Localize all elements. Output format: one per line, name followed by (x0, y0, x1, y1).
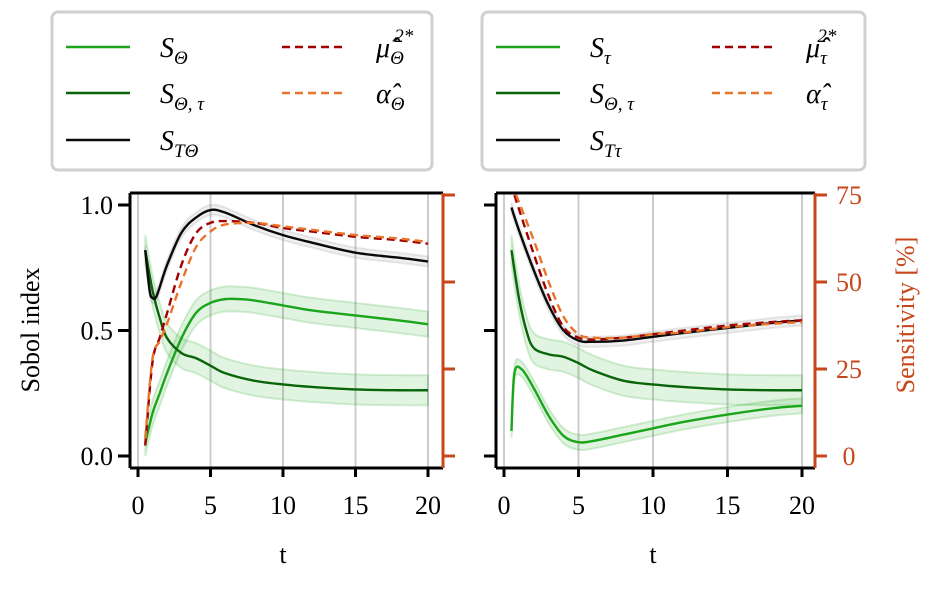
x-tick-label: 20 (415, 491, 441, 520)
y-axis-label: Sobol index (16, 268, 45, 393)
confidence-band (144, 285, 429, 457)
y-tick-label: 0.5 (81, 317, 114, 346)
series-line (510, 365, 803, 444)
legend-label: SΘ, τ (590, 79, 635, 115)
legend-label: Sτ (590, 33, 612, 69)
legend-label-subscript: Θ (174, 48, 188, 69)
legend-label-base: S (160, 79, 174, 110)
legend-label-superscript: 2* (817, 26, 837, 47)
legend-label-subscript: Θ, τ (174, 94, 205, 115)
legend-label-subscript: Θ, τ (604, 94, 635, 115)
x-axis-label: t (649, 540, 657, 569)
series-line (144, 297, 429, 444)
series-line (513, 194, 803, 341)
legend-label-subscript: Θ (390, 48, 404, 69)
confidence-band (144, 234, 429, 407)
x-tick-label: 10 (640, 491, 666, 520)
series-line (144, 249, 429, 392)
confidence-band (510, 358, 803, 452)
series-line (510, 249, 803, 392)
legend-label-subscript: τ (820, 48, 828, 69)
series-line (514, 194, 803, 340)
legend-label: SΘ (160, 33, 188, 69)
legend-label: STτ (590, 126, 623, 162)
legend-label-subscript: TΘ (174, 141, 199, 162)
confidence-band (510, 202, 803, 348)
legend-label: μ̂τ2* (805, 26, 837, 69)
y-tick-label: 1.0 (81, 191, 114, 220)
confidence-band (144, 203, 429, 305)
legend-label-base: S (590, 126, 604, 157)
plot-area (144, 203, 429, 457)
y2-tick-label: 0 (843, 442, 856, 471)
x-tick-label: 15 (715, 491, 741, 520)
series-line (144, 219, 429, 446)
legend-label-subscript: τ (821, 94, 829, 115)
legend-label-subscript: τ (604, 48, 612, 69)
x-tick-label: 0 (498, 491, 511, 520)
x-tick-label: 15 (343, 491, 369, 520)
series-line (144, 221, 429, 439)
legend-label-base: S (590, 79, 604, 110)
x-axis-label: t (279, 540, 287, 569)
legend-label-base: S (160, 126, 174, 157)
legend-label-base: S (160, 33, 174, 64)
y2-tick-label: 75 (836, 181, 862, 210)
legend-label: STΘ (160, 126, 199, 162)
x-tick-label: 0 (132, 491, 145, 520)
series-line (144, 208, 429, 301)
y-tick-label: 0.0 (81, 442, 114, 471)
legend-label-subscript: Tτ (604, 141, 623, 162)
legend-label: μ̂Θ2* (375, 26, 414, 69)
x-tick-label: 5 (572, 491, 585, 520)
y2-axis-label: Sensitivity [%] (891, 237, 920, 394)
y2-tick-label: 25 (836, 355, 862, 384)
legend-label: SΘ, τ (160, 79, 205, 115)
x-tick-label: 10 (270, 491, 296, 520)
y2-tick-label: 50 (836, 268, 862, 297)
legend-frame (480, 10, 867, 172)
confidence-band (510, 234, 803, 407)
x-tick-label: 20 (789, 491, 815, 520)
legend-label-base: S (590, 33, 604, 64)
x-tick-label: 5 (204, 491, 217, 520)
plot-area (510, 194, 803, 452)
legend-label-subscript: Θ (391, 94, 405, 115)
legend-label-superscript: 2* (394, 26, 414, 47)
legend-frame (50, 10, 434, 172)
